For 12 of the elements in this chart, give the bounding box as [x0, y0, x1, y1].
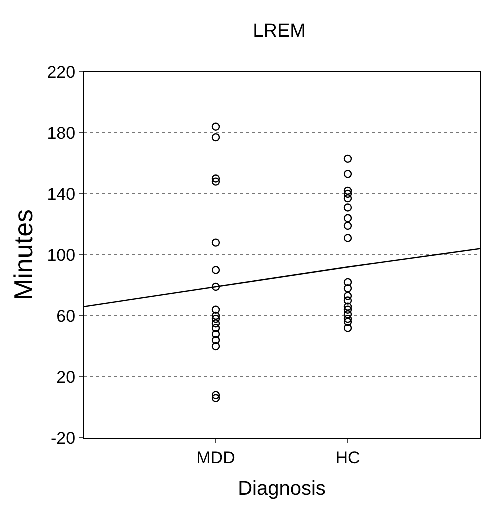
y-tick-label: 100 [47, 246, 76, 265]
x-axis-title: Diagnosis [238, 478, 326, 500]
chart-title: LREM [253, 20, 306, 42]
y-tick-label: 60 [56, 306, 76, 326]
y-tick-label: 220 [47, 62, 76, 82]
y-tick-label: 20 [56, 368, 76, 387]
y-tick-label: -20 [51, 428, 76, 448]
y-tick-label: 180 [47, 124, 76, 143]
y-axis-title: Minutes [8, 209, 39, 301]
y-tick-label: 140 [47, 184, 76, 204]
x-tick-label: HC [336, 448, 360, 468]
x-tick-label: MDD [196, 448, 236, 468]
